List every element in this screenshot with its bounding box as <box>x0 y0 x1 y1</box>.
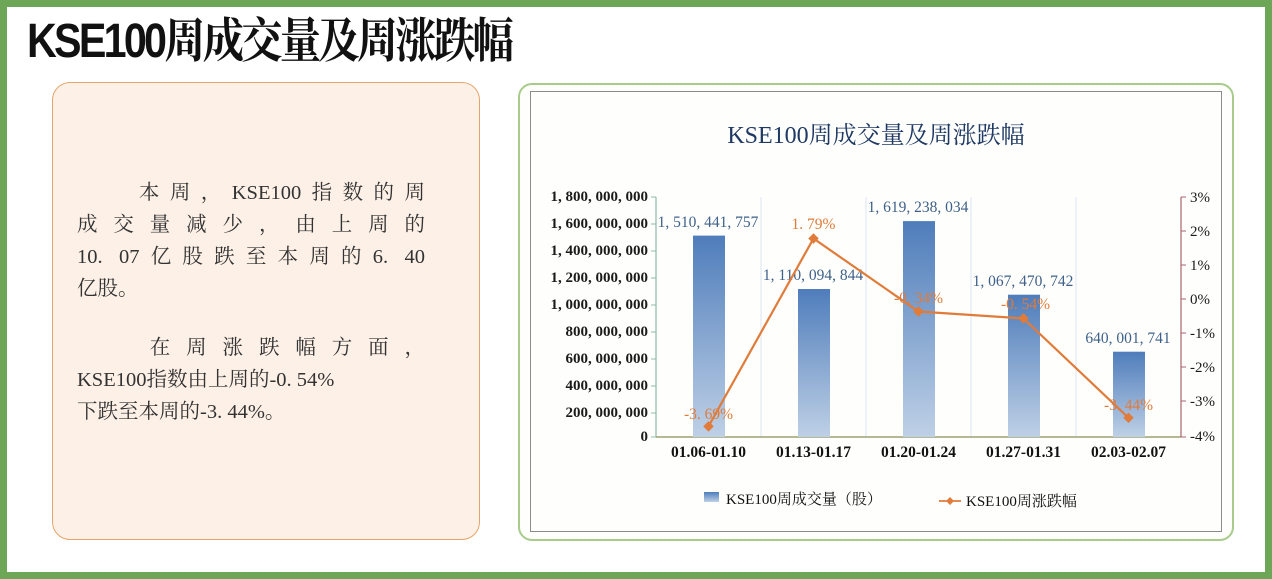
svg-text:-4%: -4% <box>1190 429 1215 445</box>
svg-text:01.06-01.10: 01.06-01.10 <box>671 444 746 461</box>
svg-text:400, 000, 000: 400, 000, 000 <box>566 378 649 394</box>
svg-text:1, 400, 000, 000: 1, 400, 000, 000 <box>551 243 649 259</box>
svg-text:02.03-02.07: 02.03-02.07 <box>1091 444 1166 461</box>
svg-text:1, 000, 000, 000: 1, 000, 000, 000 <box>551 297 649 313</box>
svg-text:-3%: -3% <box>1190 394 1215 410</box>
svg-text:640, 001, 741: 640, 001, 741 <box>1085 330 1170 347</box>
svg-text:01.27-01.31: 01.27-01.31 <box>986 444 1061 461</box>
svg-text:-0. 54%: -0. 54% <box>1001 296 1050 313</box>
svg-text:0: 0 <box>641 429 649 445</box>
svg-text:1, 510, 441, 757: 1, 510, 441, 757 <box>658 214 759 231</box>
svg-text:1, 200, 000, 000: 1, 200, 000, 000 <box>551 270 649 286</box>
svg-text:0%: 0% <box>1190 292 1210 308</box>
svg-text:600, 000, 000: 600, 000, 000 <box>566 351 649 367</box>
svg-text:KSE100周成交量（股）: KSE100周成交量（股） <box>726 491 882 508</box>
svg-text:-3. 44%: -3. 44% <box>1104 397 1153 414</box>
svg-text:-1%: -1% <box>1190 326 1215 342</box>
svg-text:1, 619, 238, 034: 1, 619, 238, 034 <box>868 199 969 216</box>
svg-text:1%: 1% <box>1190 258 1210 274</box>
svg-text:800, 000, 000: 800, 000, 000 <box>566 324 649 340</box>
svg-text:3%: 3% <box>1190 190 1210 206</box>
svg-text:1. 79%: 1. 79% <box>792 216 836 233</box>
svg-text:1, 800, 000, 000: 1, 800, 000, 000 <box>551 189 649 205</box>
svg-text:01.20-01.24: 01.20-01.24 <box>881 444 956 461</box>
svg-text:1, 600, 000, 000: 1, 600, 000, 000 <box>551 216 649 232</box>
svg-text:-3. 69%: -3. 69% <box>684 406 733 423</box>
svg-text:KSE100周涨跌幅: KSE100周涨跌幅 <box>966 493 1077 510</box>
svg-text:2%: 2% <box>1190 224 1210 240</box>
svg-text:01.13-01.17: 01.13-01.17 <box>776 444 851 461</box>
svg-text:-2%: -2% <box>1190 360 1215 376</box>
svg-text:1, 067, 470, 742: 1, 067, 470, 742 <box>973 273 1074 290</box>
svg-text:1, 110, 094, 844: 1, 110, 094, 844 <box>763 267 863 284</box>
svg-text:-0. 34%: -0. 34% <box>894 290 943 307</box>
svg-text:200, 000, 000: 200, 000, 000 <box>566 405 649 421</box>
